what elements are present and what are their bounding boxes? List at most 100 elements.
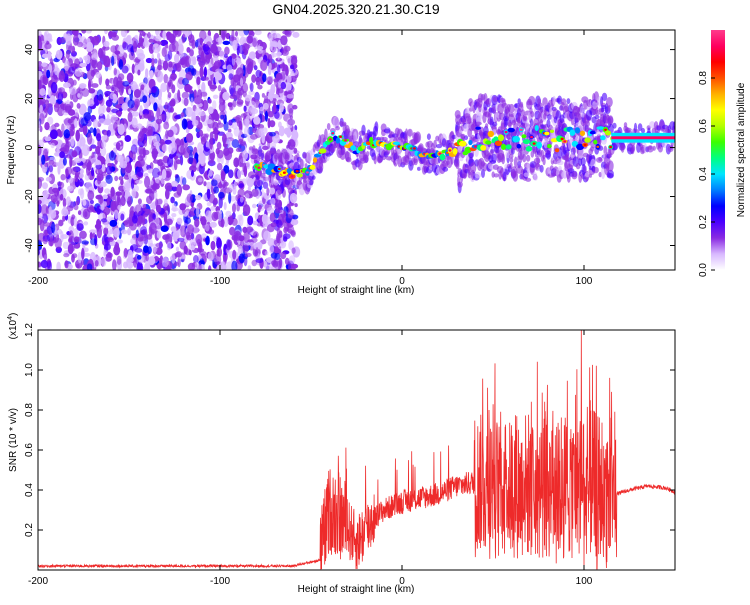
spectrogram-cell (223, 202, 227, 210)
spectrogram-cell (44, 162, 49, 167)
spectrogram-peak-cell (604, 128, 607, 131)
spectrogram-cell (220, 114, 225, 120)
spectrogram-cell (203, 66, 207, 78)
spectrogram-cell (280, 71, 286, 81)
spectrogram-peak-cell (448, 149, 452, 152)
spectrogram-cell (59, 131, 63, 138)
spectrogram-cell (86, 133, 93, 145)
spectrogram-cell (196, 238, 201, 247)
spectrogram-cell (50, 209, 57, 219)
spectrogram-cell (222, 91, 230, 101)
spectrogram-cell (291, 130, 299, 141)
spectrogram-cell (129, 221, 134, 227)
spectrogram-cell (287, 208, 294, 219)
spectrogram-peak-cell (532, 142, 536, 145)
spectrogram-cell (38, 30, 42, 37)
spectrogram-cell (216, 236, 221, 242)
spectrogram-cell (151, 150, 159, 156)
spectrogram-cell (97, 139, 103, 149)
spectrogram-cell (269, 212, 276, 223)
spectrogram-cell (270, 30, 277, 38)
spectrogram-peak-cell (609, 145, 613, 149)
spectrogram-cell (167, 156, 174, 168)
spectrogram-cell (95, 71, 102, 79)
spectrogram-ridge-cell (296, 173, 303, 178)
spectrogram-cell (283, 227, 288, 234)
spectrogram-cell (156, 198, 163, 205)
spectrogram-cell (250, 133, 258, 140)
spectrogram-cell (161, 256, 169, 268)
spectrogram-cell (556, 160, 564, 166)
spectrogram-cell (86, 263, 93, 270)
spectrogram-cell (171, 213, 177, 218)
spectrogram-ridge-cell (549, 129, 555, 133)
spectrogram-cell (59, 37, 66, 44)
spectrogram-cell (151, 86, 157, 93)
spectrogram-cell (211, 42, 217, 51)
spectrogram-cell (137, 132, 144, 142)
spectrogram-ridge-cell (439, 153, 446, 161)
spectrogram-cell (237, 245, 244, 256)
spectrogram-cell (198, 152, 206, 165)
spectrogram-cell (143, 113, 150, 119)
spectrogram-cell (242, 42, 250, 53)
spectrogram-cell (57, 91, 64, 102)
spectrogram-cell (198, 111, 206, 117)
spectrogram-cell (225, 210, 232, 218)
spectrogram-cell (269, 39, 273, 51)
spectrogram-cell (103, 243, 111, 251)
spectrogram-ridge-cell (312, 157, 318, 163)
spectrogram-cell (148, 43, 155, 54)
spectrogram-cell (90, 144, 97, 149)
spectrogram-cell (107, 237, 114, 243)
spectrogram-cell (89, 79, 93, 88)
spectrogram-cell (199, 129, 204, 137)
spectrogram-cell (116, 255, 122, 265)
spectrogram-cell (143, 211, 149, 218)
spectrogram-cell (238, 235, 245, 242)
spectrogram-ridge-cell (485, 140, 492, 145)
spectrogram-cell (128, 88, 132, 95)
spectrogram-cell (612, 122, 617, 129)
spectrogram-cell (177, 89, 181, 101)
snr-marks (38, 330, 675, 570)
spectrogram-cell (243, 126, 250, 137)
spectrogram-cell (231, 53, 237, 59)
spectrogram-cell (203, 146, 211, 156)
spectrogram-cell (596, 157, 603, 163)
spectrogram-cell (186, 193, 193, 203)
spectrogram-cell (57, 87, 66, 94)
spectrogram-cell (60, 142, 68, 153)
spectrogram-cell (218, 210, 222, 222)
spectrogram-cell (200, 136, 207, 145)
spectrogram-cell (111, 190, 115, 197)
spectrogram-xtick-label: -100 (210, 276, 230, 287)
spectrogram-ridge-cell (525, 146, 533, 152)
spectrogram-cell (231, 30, 235, 41)
spectrogram-cell (78, 57, 83, 62)
spectrogram-cell (98, 48, 104, 59)
spectrogram-ridge-cell (507, 127, 515, 133)
spectrogram-cell (65, 50, 70, 60)
spectrogram-cell (279, 63, 288, 69)
spectrogram-cell (131, 178, 135, 190)
spectrogram-cell (81, 259, 85, 266)
spectrogram-cell (46, 69, 51, 79)
spectrogram-cell (66, 205, 74, 212)
snr-ytick-label: 0.6 (24, 443, 35, 457)
spectrogram-peak-cell (583, 143, 587, 147)
spectrogram-cell (252, 220, 258, 226)
spectrogram-cell (54, 237, 62, 249)
spectrogram-cell (542, 97, 548, 108)
spectrogram-cell (238, 253, 245, 264)
spectrogram-cell (184, 84, 192, 93)
spectrogram-cell (637, 123, 643, 131)
spectrogram-cell (249, 82, 254, 92)
spectrogram-cell (108, 150, 116, 161)
spectrogram-cell (226, 64, 233, 72)
spectrogram-cell (205, 235, 210, 246)
snr-multiplier-base: (x10 (8, 319, 19, 339)
spectrogram-cell (84, 211, 88, 218)
spectrogram-cell (453, 156, 460, 168)
spectrogram-cell (196, 76, 201, 85)
